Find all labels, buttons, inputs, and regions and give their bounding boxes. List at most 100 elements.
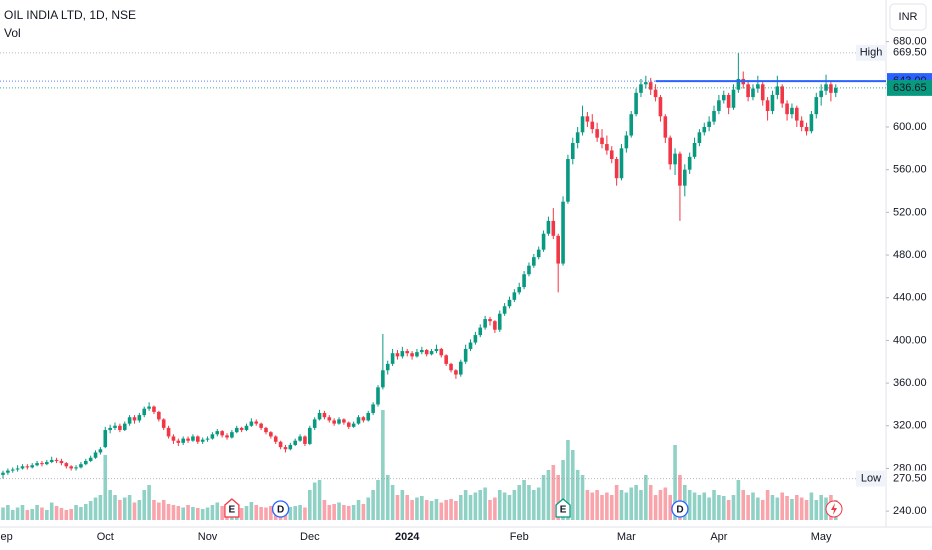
- candle-body: [74, 467, 78, 469]
- volume-bar: [103, 455, 108, 520]
- volume-bar: [449, 499, 453, 520]
- candle-body: [799, 120, 804, 127]
- volume-bar: [546, 470, 551, 520]
- price-label-box: [887, 470, 932, 487]
- volume-bar: [697, 495, 702, 520]
- volume-bar: [463, 490, 468, 520]
- candle-body: [171, 436, 176, 441]
- candle-body: [327, 417, 332, 421]
- volume-bar: [259, 507, 263, 520]
- candle-body: [760, 84, 765, 101]
- volume-bar: [79, 507, 83, 520]
- alert-icon[interactable]: [825, 500, 843, 518]
- volume-bar: [639, 490, 643, 520]
- y-tick-label: 440.00: [893, 292, 927, 304]
- candle-body: [35, 463, 39, 466]
- candle-body: [49, 459, 54, 463]
- volume-bar: [458, 495, 463, 520]
- volume-bar: [385, 475, 390, 520]
- volume-bar: [356, 500, 361, 520]
- candle-body: [322, 412, 327, 418]
- candle-body: [103, 430, 108, 448]
- volume-bar: [351, 505, 356, 520]
- candle-body: [687, 156, 692, 170]
- volume-bar: [171, 505, 176, 520]
- volume-bar: [473, 492, 478, 520]
- volume-bar: [157, 502, 161, 520]
- volume-bar: [517, 485, 522, 520]
- volume-bar: [400, 490, 405, 520]
- volume-bar: [751, 492, 755, 520]
- candle-body: [249, 421, 254, 426]
- candle-body: [658, 97, 663, 117]
- volume-bar: [507, 495, 512, 520]
- volume-bar: [624, 492, 629, 520]
- candle-body: [420, 350, 424, 353]
- volume-bar: [98, 495, 103, 520]
- volume-bar: [74, 505, 78, 520]
- volume-bar: [702, 492, 707, 520]
- volume-bar: [809, 492, 814, 520]
- volume-bar: [161, 500, 166, 520]
- candle-body: [814, 97, 819, 115]
- candle-body: [541, 233, 546, 250]
- volume-bar: [717, 495, 721, 520]
- volume-bar: [570, 450, 575, 520]
- candle-body: [83, 460, 88, 465]
- candle-body: [692, 142, 697, 157]
- candle-body: [731, 89, 736, 108]
- candle-body: [200, 439, 205, 442]
- candle-body: [536, 249, 541, 258]
- x-tick-label: Sep: [0, 531, 13, 543]
- volume-bar: [493, 497, 497, 520]
- volume-bar: [332, 504, 336, 520]
- candle-body: [390, 353, 395, 364]
- candle-body: [220, 431, 224, 436]
- event-label: E: [229, 505, 236, 516]
- candle-body: [673, 153, 677, 165]
- candle-body: [624, 135, 629, 149]
- volume-bar: [746, 495, 750, 520]
- volume-bar: [122, 497, 127, 520]
- currency: INR: [899, 11, 918, 23]
- volume-bar: [15, 507, 20, 520]
- candle-body: [468, 342, 473, 349]
- y-tick-label: 560.00: [893, 164, 927, 176]
- candle-body: [356, 417, 361, 424]
- volume-bar: [795, 495, 799, 520]
- currency-button[interactable]: [889, 3, 927, 31]
- candle-body: [809, 114, 814, 132]
- event-label: D: [676, 505, 683, 516]
- volume-bar: [366, 497, 371, 520]
- volume-bar: [40, 507, 44, 520]
- candle-body: [342, 419, 346, 423]
- volume-bar: [152, 500, 156, 520]
- candle-body: [6, 470, 10, 473]
- candle-body: [570, 142, 575, 159]
- volume-bar: [405, 495, 410, 520]
- volume-bar: [415, 497, 419, 520]
- volume-bar: [64, 510, 69, 520]
- price-label: 270.50: [893, 472, 927, 484]
- volume-bar: [765, 490, 770, 520]
- volume-bar: [770, 495, 775, 520]
- candle-body: [127, 417, 132, 424]
- candle-body: [566, 158, 570, 202]
- candle-body: [152, 406, 156, 412]
- candle-body: [234, 427, 239, 433]
- volume-bar: [600, 495, 604, 520]
- candle-body: [376, 387, 380, 405]
- price-label: 669.50: [893, 47, 927, 59]
- volume-bar: [721, 496, 726, 520]
- candle-body: [405, 351, 410, 354]
- volume-bar: [668, 495, 672, 520]
- candle-body: [561, 201, 565, 264]
- candle-body: [648, 82, 653, 90]
- volume-bar: [532, 490, 536, 520]
- candle-body: [157, 411, 161, 420]
- volume-bar: [726, 500, 731, 520]
- volume-bar: [264, 507, 268, 520]
- candle-body: [590, 121, 595, 130]
- candle-body: [137, 415, 142, 421]
